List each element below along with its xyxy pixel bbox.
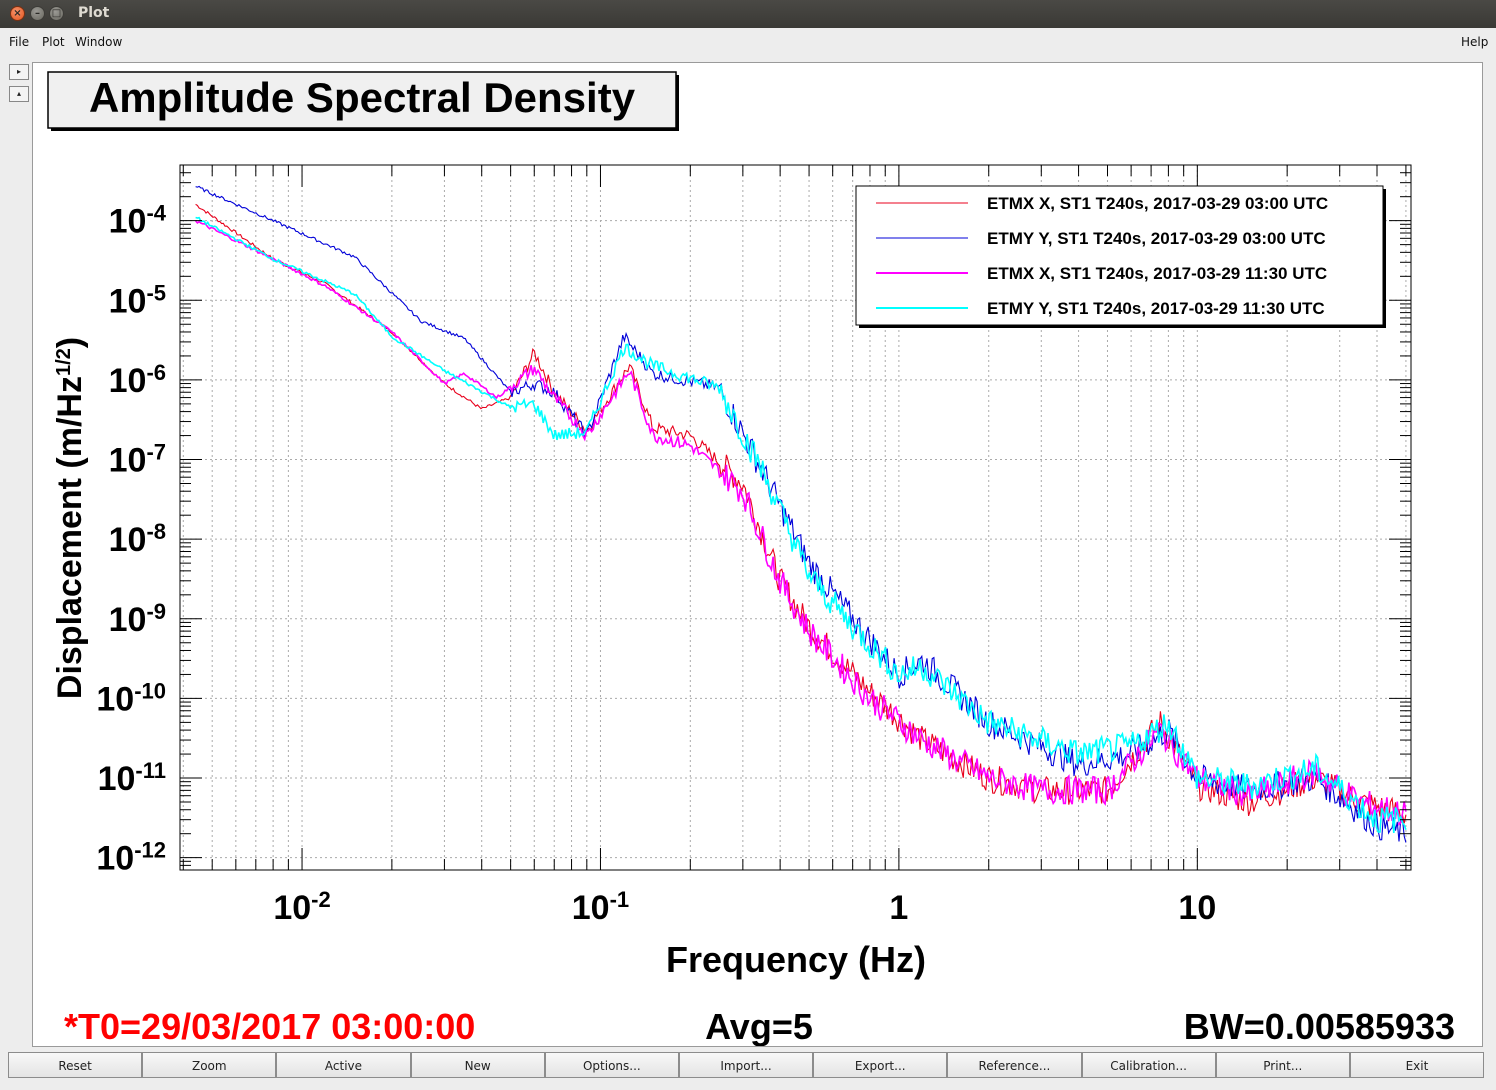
legend: ETMX X, ST1 T240s, 2017-03-29 03:00 UTC E… xyxy=(855,185,1386,328)
asd-chart[interactable]: 10-2 10-1 1 1010-410-510-610-710-810-910-10… xyxy=(33,63,1482,1047)
legend-label-4: ETMY Y, ST1 T240s, 2017-03-29 11:30 UTC xyxy=(987,299,1325,318)
menu-file[interactable]: File xyxy=(9,35,30,49)
y-tick-label: 10-10 xyxy=(96,678,166,719)
reference-button[interactable]: Reference... xyxy=(947,1052,1082,1078)
series-layer xyxy=(195,185,1407,843)
chart-title: Amplitude Spectral Density xyxy=(89,74,636,121)
zoom-button[interactable]: Zoom xyxy=(142,1052,277,1078)
window-title: Plot xyxy=(78,5,110,21)
y-tick-label: 10-7 xyxy=(109,439,166,480)
t0-label: *T0=29/03/2017 03:00:00 xyxy=(64,1006,475,1046)
y-tick-label: 10-9 xyxy=(109,598,166,639)
x-tick-label: 10-1 xyxy=(572,887,629,928)
y-tick-label: 10-11 xyxy=(98,758,166,799)
expand-right-button[interactable]: ▸ xyxy=(9,64,29,80)
plot-frame xyxy=(179,164,1412,871)
maximize-window-button[interactable]: □ xyxy=(49,6,64,21)
new-button[interactable]: New xyxy=(410,1052,545,1078)
tick-layer xyxy=(180,164,1411,871)
series-line-2 xyxy=(195,185,1407,843)
x-tick-label: 10-2 xyxy=(273,887,330,928)
legend-label-2: ETMY Y, ST1 T240s, 2017-03-29 03:00 UTC xyxy=(987,229,1326,248)
legend-label-3: ETMX X, ST1 T240s, 2017-03-29 11:30 UTC xyxy=(987,264,1327,283)
menu-window[interactable]: Window xyxy=(75,35,123,49)
button-bar: Reset Zoom Active New Options... Import... Exp… xyxy=(8,1052,1485,1078)
active-button[interactable]: Active xyxy=(276,1052,411,1078)
x-tick-label: 10 xyxy=(1178,889,1216,927)
x-axis-label: Frequency (Hz) xyxy=(666,939,926,980)
options-button[interactable]: Options... xyxy=(544,1052,679,1078)
menu-plot[interactable]: Plot xyxy=(42,35,65,49)
minimize-icon: – xyxy=(35,8,40,19)
close-window-button[interactable]: × xyxy=(10,6,25,21)
bw-label: BW=0.00585933 xyxy=(1184,1006,1455,1046)
y-tick-label: 10-4 xyxy=(109,200,167,241)
exit-button[interactable]: Exit xyxy=(1349,1052,1485,1078)
print-button[interactable]: Print... xyxy=(1215,1052,1350,1078)
minimize-window-button[interactable]: – xyxy=(30,6,45,21)
maximize-icon: □ xyxy=(51,8,62,19)
export-button[interactable]: Export... xyxy=(813,1052,948,1078)
y-tick-label: 10-6 xyxy=(109,359,166,400)
plot-canvas[interactable]: 10-2 10-1 1 10 10-4 10-5 10-6 10-7 10-8 10-9 10-10… xyxy=(32,62,1483,1047)
window-titlebar: × – □ Plot xyxy=(0,0,1496,28)
title-box xyxy=(47,71,677,129)
avg-label: Avg=5 xyxy=(705,1006,813,1046)
series-line-4 xyxy=(195,216,1407,833)
grid-layer xyxy=(180,165,1411,870)
x-tick-label: 1 xyxy=(889,889,908,927)
menu-bar: File Plot Window Help xyxy=(0,28,1496,54)
y-tick-label: 10-8 xyxy=(109,519,166,560)
menu-help[interactable]: Help xyxy=(1461,35,1489,49)
close-icon: × xyxy=(13,8,22,19)
y-tick-label: 10-12 xyxy=(96,837,166,878)
reset-button[interactable]: Reset xyxy=(8,1052,143,1078)
import-button[interactable]: Import... xyxy=(678,1052,814,1078)
y-tick-label: 10-5 xyxy=(109,280,166,321)
legend-label-1: ETMX X, ST1 T240s, 2017-03-29 03:00 UTC xyxy=(987,194,1328,213)
side-toolstrip: ▸ ▴ xyxy=(9,64,31,108)
expand-up-button[interactable]: ▴ xyxy=(9,86,29,102)
y-axis-label: Displacement (m/Hz1/2) xyxy=(51,337,89,699)
calibration-button[interactable]: Calibration... xyxy=(1081,1052,1216,1078)
